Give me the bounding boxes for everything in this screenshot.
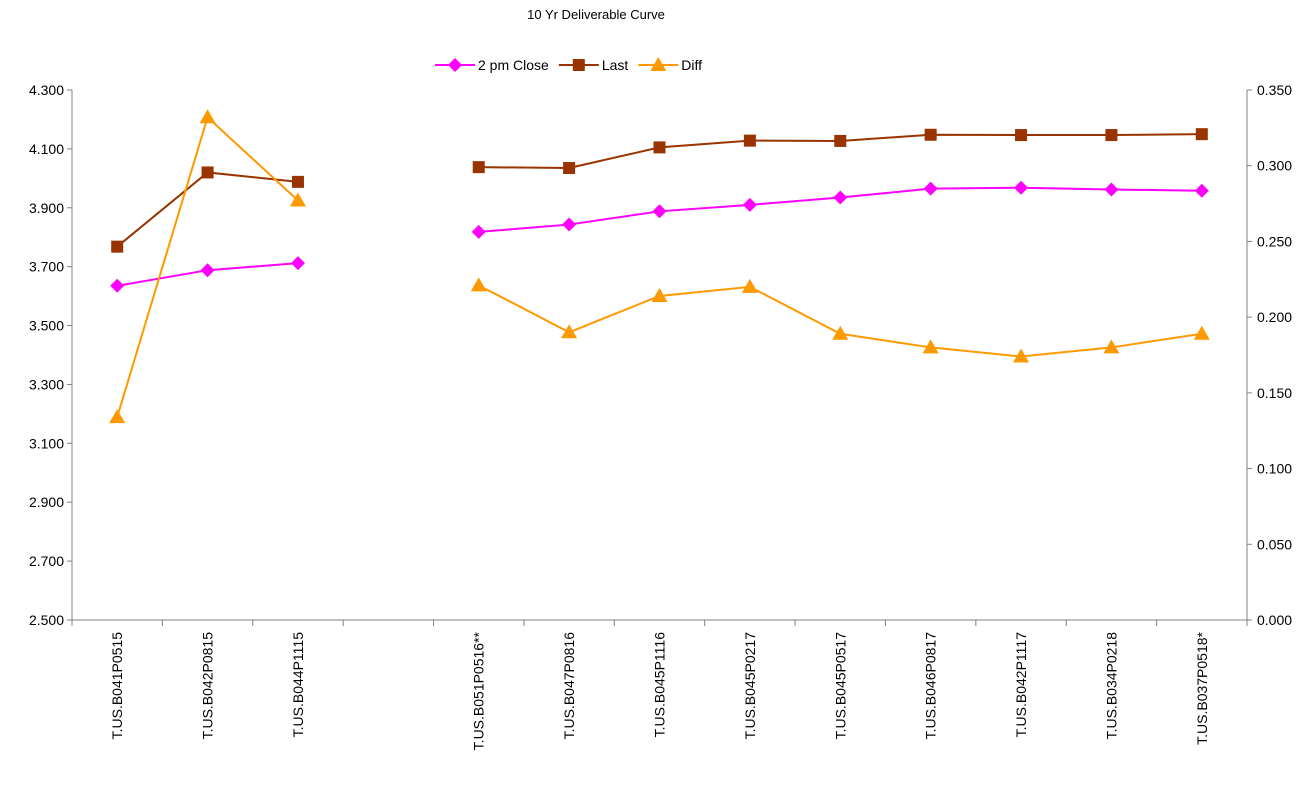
series-1-point <box>201 166 214 179</box>
chart-axes: 2.500 2.700 2.900 3.100 3.300 3.500 3.700 3.900… <box>29 82 1292 750</box>
left-tick-label: 2.500 <box>29 612 64 628</box>
left-tick-label: 2.700 <box>29 553 64 569</box>
series-1 <box>111 128 1208 253</box>
series-1-point <box>924 128 937 141</box>
series-0-point <box>110 278 125 293</box>
series-2 <box>109 109 1210 424</box>
series-0-point <box>923 181 938 196</box>
series-1-point <box>743 134 756 147</box>
series-2-point <box>109 409 126 424</box>
left-tick-label: 3.300 <box>29 376 64 392</box>
x-tick-label: T.US.B045P0217 <box>742 632 758 740</box>
x-tick-label: T.US.B034P0218 <box>1103 632 1119 740</box>
x-tick-label: T.US.B042P1117 <box>1013 632 1029 738</box>
series-2-point <box>741 278 758 293</box>
series-0-point <box>562 217 577 232</box>
legend-marker-0 <box>448 58 462 72</box>
right-tick-label: 0.000 <box>1257 612 1292 628</box>
series-2-point <box>832 325 849 340</box>
series-2-point <box>289 192 306 207</box>
series-2-point <box>1013 348 1030 363</box>
right-tick-label: 0.300 <box>1257 158 1292 174</box>
left-tick-label: 4.300 <box>29 82 64 98</box>
left-tick-label: 3.700 <box>29 259 64 275</box>
series-2-point <box>1103 339 1120 354</box>
series-0-point <box>833 190 848 205</box>
legend-marker-1 <box>572 59 585 71</box>
right-tick-label: 0.150 <box>1257 385 1292 401</box>
x-tick-label: T.US.B045P0517 <box>832 632 848 740</box>
series-0-point <box>1104 182 1119 197</box>
series-2-point <box>470 277 487 292</box>
legend-label-1: Last <box>602 57 629 73</box>
series-1-point <box>834 134 847 147</box>
chart-title: 10 Yr Deliverable Curve <box>527 7 665 22</box>
series-1-point <box>291 175 304 188</box>
right-tick-label: 0.100 <box>1257 461 1292 477</box>
legend-label-0: 2 pm Close <box>478 57 549 73</box>
series-2-point <box>922 339 939 354</box>
legend-marker-2 <box>650 57 667 71</box>
left-tick-label: 4.100 <box>29 141 64 157</box>
left-tick-label: 3.100 <box>29 435 64 451</box>
x-tick-label: T.US.B037P0518* <box>1194 631 1210 744</box>
series-2-point <box>651 287 668 302</box>
x-tick-label: T.US.B041P0515 <box>109 632 125 740</box>
x-tick-label: T.US.B044P1115 <box>290 632 306 738</box>
series-2-line <box>478 284 1202 358</box>
right-tick-label: 0.350 <box>1257 82 1292 98</box>
x-tick-label: T.US.B045P1116 <box>652 632 668 738</box>
series-1-line <box>116 171 299 248</box>
legend-label-2: Diff <box>681 57 702 73</box>
x-tick-label: T.US.B046P0817 <box>923 632 939 740</box>
series-2-point <box>199 109 216 124</box>
series-0-point <box>742 197 757 212</box>
series-2-point <box>1193 325 1210 340</box>
series-1-point <box>111 240 124 253</box>
series-0 <box>110 180 1209 293</box>
series-1-point <box>472 161 485 174</box>
series-0-point <box>652 204 667 219</box>
series-1-point <box>653 141 666 154</box>
series-2-point <box>561 324 578 339</box>
plot-area <box>109 109 1210 424</box>
right-tick-label: 0.200 <box>1257 309 1292 325</box>
series-1-point <box>1105 129 1118 142</box>
series-0-point <box>1194 183 1209 198</box>
right-tick-label: 0.250 <box>1257 233 1292 249</box>
left-tick-label: 3.900 <box>29 200 64 216</box>
series-0-point <box>1014 180 1029 195</box>
series-1-point <box>1195 128 1208 141</box>
left-tick-label: 2.900 <box>29 494 64 510</box>
series-0-point <box>290 256 305 271</box>
left-tick-label: 3.500 <box>29 318 64 334</box>
x-tick-label: T.US.B051P0516** <box>471 631 487 750</box>
series-1-point <box>1015 129 1028 142</box>
x-tick-label: T.US.B042P0815 <box>200 632 216 740</box>
x-tick-label: T.US.B047P0816 <box>561 632 577 740</box>
chart-legend: 2 pm Close Last Diff <box>435 57 702 73</box>
right-tick-label: 0.050 <box>1257 536 1292 552</box>
series-0-point <box>200 263 215 278</box>
series-1-point <box>563 162 576 175</box>
series-0-point <box>471 224 486 239</box>
